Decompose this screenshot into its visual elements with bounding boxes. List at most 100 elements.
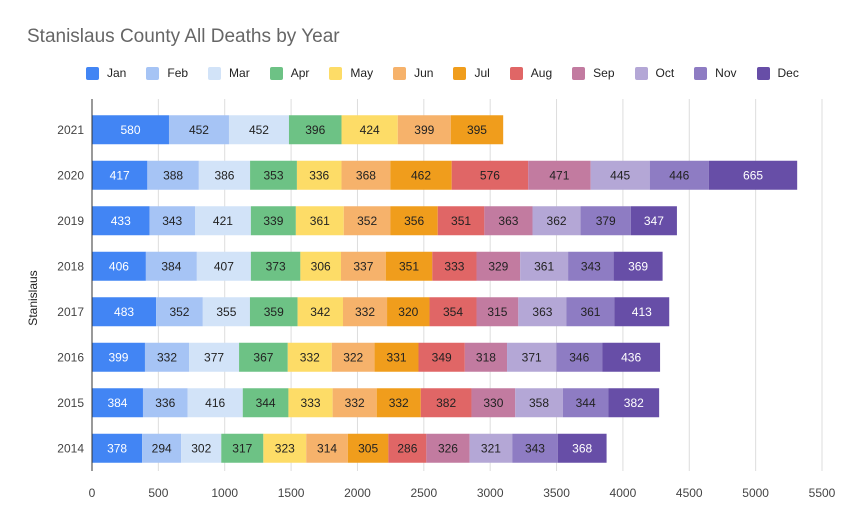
data-label: 346	[569, 350, 589, 364]
bar-segment	[196, 251, 251, 281]
legend-label: Apr	[290, 66, 310, 80]
y-tick-label: 2018	[57, 259, 84, 273]
data-label: 416	[205, 396, 225, 410]
bar-segment	[194, 206, 251, 236]
bar-segment	[340, 251, 386, 281]
bar-segment	[187, 388, 243, 418]
bar-segment	[418, 342, 465, 372]
data-label: 384	[107, 396, 127, 410]
bar-segment	[515, 388, 563, 418]
legend-label: May	[350, 66, 374, 80]
data-label: 471	[549, 168, 569, 182]
bar-segment	[557, 433, 607, 463]
bar-segment	[476, 251, 521, 281]
data-label: 294	[152, 441, 172, 455]
bar-segment	[580, 206, 631, 236]
data-label: 363	[532, 305, 552, 319]
data-label: 317	[232, 441, 252, 455]
data-label: 344	[576, 396, 596, 410]
data-label: 323	[275, 441, 295, 455]
data-label: 349	[432, 350, 452, 364]
data-label: 369	[628, 259, 648, 273]
y-tick-label: 2021	[57, 123, 84, 137]
data-label: 347	[644, 214, 664, 228]
data-label: 342	[310, 305, 330, 319]
data-label: 417	[110, 168, 130, 182]
data-label: 396	[305, 123, 325, 137]
legend-label: Jun	[414, 66, 434, 80]
data-label: 388	[163, 168, 183, 182]
legend-swatch	[269, 66, 283, 80]
data-label: 382	[624, 396, 644, 410]
data-label: 356	[404, 214, 424, 228]
legend-label: Aug	[530, 66, 553, 80]
chart-title: Stanislaus County All Deaths by Year	[27, 26, 340, 47]
legend-swatch	[756, 66, 770, 80]
bar-segment	[250, 160, 297, 190]
bar-segment	[250, 251, 301, 281]
bar-segment	[221, 433, 264, 463]
bar-segment	[228, 115, 289, 145]
data-label: 379	[596, 214, 616, 228]
bar-segment	[512, 433, 558, 463]
bar-segment	[420, 388, 472, 418]
x-tick-label: 2500	[410, 486, 437, 500]
legend-item-feb: Feb	[146, 66, 188, 80]
data-label: 329	[488, 259, 508, 273]
bar-segment	[239, 342, 288, 372]
bar-segment	[385, 251, 433, 281]
legend-item-jan: Jan	[86, 66, 126, 80]
bar-segment	[708, 160, 798, 190]
data-label: 352	[169, 305, 189, 319]
bar-segment	[149, 206, 195, 236]
bar-segment	[469, 433, 513, 463]
bar-segment	[649, 160, 709, 190]
bar-segment	[92, 388, 143, 418]
data-label: 373	[266, 259, 286, 273]
data-label: 462	[411, 168, 431, 182]
data-label: 362	[547, 214, 567, 228]
data-label: 413	[632, 305, 652, 319]
data-label: 315	[487, 305, 507, 319]
legend-label: Sep	[593, 66, 615, 80]
bar-segment	[520, 251, 569, 281]
data-label: 320	[398, 305, 418, 319]
data-label: 406	[109, 259, 129, 273]
legend-label: Jul	[474, 66, 490, 80]
bar-segment	[92, 251, 146, 281]
y-tick-label: 2016	[57, 350, 84, 364]
data-label: 326	[438, 441, 458, 455]
data-label: 361	[580, 305, 600, 319]
bar-segment	[464, 342, 508, 372]
legend-swatch	[393, 66, 407, 80]
bar-segment	[168, 115, 229, 145]
bar-segment	[189, 342, 240, 372]
legend-item-dec: Dec	[756, 66, 799, 80]
legend-label: Feb	[167, 66, 189, 80]
bar-segment	[263, 433, 307, 463]
bar-segment	[397, 115, 451, 145]
data-label: 302	[191, 441, 211, 455]
data-label: 361	[534, 259, 554, 273]
bar-segment	[376, 388, 421, 418]
legend-item-oct: Oct	[634, 66, 674, 80]
data-label: 424	[360, 123, 380, 137]
bars	[92, 115, 798, 463]
legend-item-may: May	[329, 66, 373, 80]
bar-segment	[374, 342, 419, 372]
data-label: 359	[264, 305, 284, 319]
bar-segment	[296, 160, 342, 190]
x-tick-label: 2000	[344, 486, 371, 500]
bar-segment	[518, 297, 567, 327]
bar-segment	[566, 297, 615, 327]
bar-segment	[147, 160, 199, 190]
bar-segment	[630, 206, 677, 236]
data-label: 321	[481, 441, 501, 455]
bar-segment	[613, 251, 663, 281]
bar-segment	[347, 433, 389, 463]
data-label: 580	[120, 123, 140, 137]
bar-segment	[608, 388, 660, 418]
legend-item-jun: Jun	[393, 66, 433, 80]
bar-segment	[202, 297, 250, 327]
x-tick-label: 3000	[477, 486, 504, 500]
